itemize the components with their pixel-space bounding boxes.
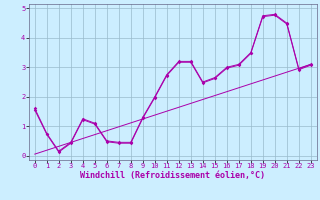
X-axis label: Windchill (Refroidissement éolien,°C): Windchill (Refroidissement éolien,°C) <box>80 171 265 180</box>
